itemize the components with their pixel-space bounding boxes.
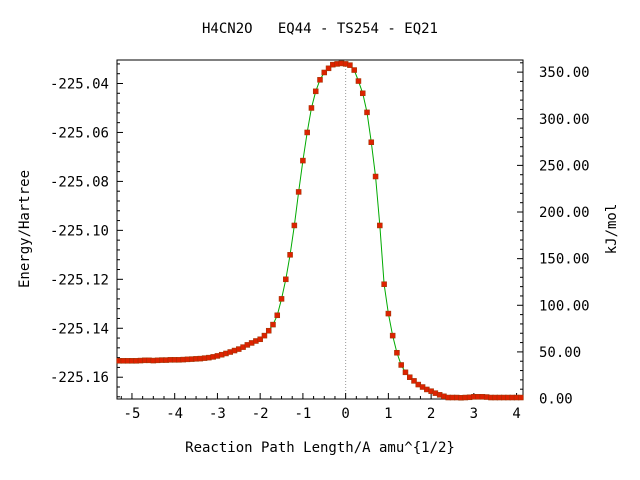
y2-tick-label: 350.00 (539, 65, 590, 81)
data-point (394, 349, 400, 356)
x-tick-label: -5 (124, 406, 141, 422)
y-tick-label: -225.06 (50, 125, 109, 141)
y-tick-label: -225.08 (50, 174, 109, 190)
data-point (389, 332, 396, 339)
data-point (270, 321, 276, 328)
y-tick-label: -225.10 (50, 223, 109, 239)
data-point (398, 362, 404, 368)
data-point (351, 67, 357, 73)
y-tick-label: -225.14 (50, 321, 109, 337)
data-point (372, 173, 379, 180)
data-point (265, 327, 272, 334)
y-tick-label: -225.16 (50, 370, 109, 386)
y2-tick-label: 300.00 (539, 112, 590, 128)
y-axis-label: Energy/Hartree (17, 170, 33, 288)
energy-profile-line (119, 62, 521, 399)
data-point (261, 332, 268, 339)
y2-tick-label: 0.00 (539, 392, 573, 408)
data-point (381, 281, 387, 287)
data-point (287, 252, 293, 258)
y2-tick-label: 100.00 (539, 298, 590, 314)
data-point (347, 62, 353, 68)
x-tick-label: 0 (341, 406, 349, 422)
plot-frame (116, 59, 524, 400)
x-tick-label: 3 (470, 406, 478, 422)
data-point (407, 374, 413, 380)
data-point (308, 105, 315, 111)
data-point (274, 312, 281, 319)
y2-tick-label: 200.00 (539, 205, 590, 221)
y-tick-label: -225.12 (50, 272, 109, 288)
data-point (377, 222, 383, 229)
data-point (295, 189, 302, 195)
y2-axis-label: kJ/mol (604, 204, 620, 255)
data-point (257, 336, 263, 343)
data-point (368, 139, 375, 145)
x-tick-label: 4 (512, 406, 520, 422)
data-point (402, 369, 409, 376)
x-tick-label: -3 (209, 406, 226, 422)
chart-title: H4CN2O EQ44 - TS254 - EQ21 (202, 21, 438, 37)
data-point (411, 378, 417, 384)
x-tick-label: -1 (294, 406, 311, 422)
data-point (291, 222, 298, 229)
data-point (321, 69, 328, 76)
x-tick-label: -4 (166, 406, 183, 422)
data-point (359, 90, 366, 97)
data-point (278, 296, 285, 302)
y-tick-label: -225.04 (50, 76, 109, 92)
x-tick-label: 1 (384, 406, 392, 422)
plot-layer: -5 -4 -3 -2 -1 0 1 2 3 4 -225.04 -225.06 -225.08 -225… (50, 59, 590, 422)
data-point (300, 157, 306, 164)
x-tick-label: -2 (252, 406, 269, 422)
data-point (317, 77, 323, 83)
data-point (312, 88, 319, 95)
data-point (304, 129, 310, 136)
y2-tick-label: 50.00 (539, 345, 581, 361)
y2-tick-label: 250.00 (539, 158, 590, 174)
x-axis-label: Reaction Path Length/A amu^{1/2} (185, 440, 455, 456)
data-point (385, 310, 392, 317)
x-tick-label: 2 (427, 406, 435, 422)
data-point (518, 394, 524, 401)
data-point (364, 109, 370, 116)
data-point (283, 276, 289, 283)
data-point (325, 65, 332, 72)
y2-tick-label: 150.00 (539, 252, 590, 268)
data-point (355, 78, 362, 84)
